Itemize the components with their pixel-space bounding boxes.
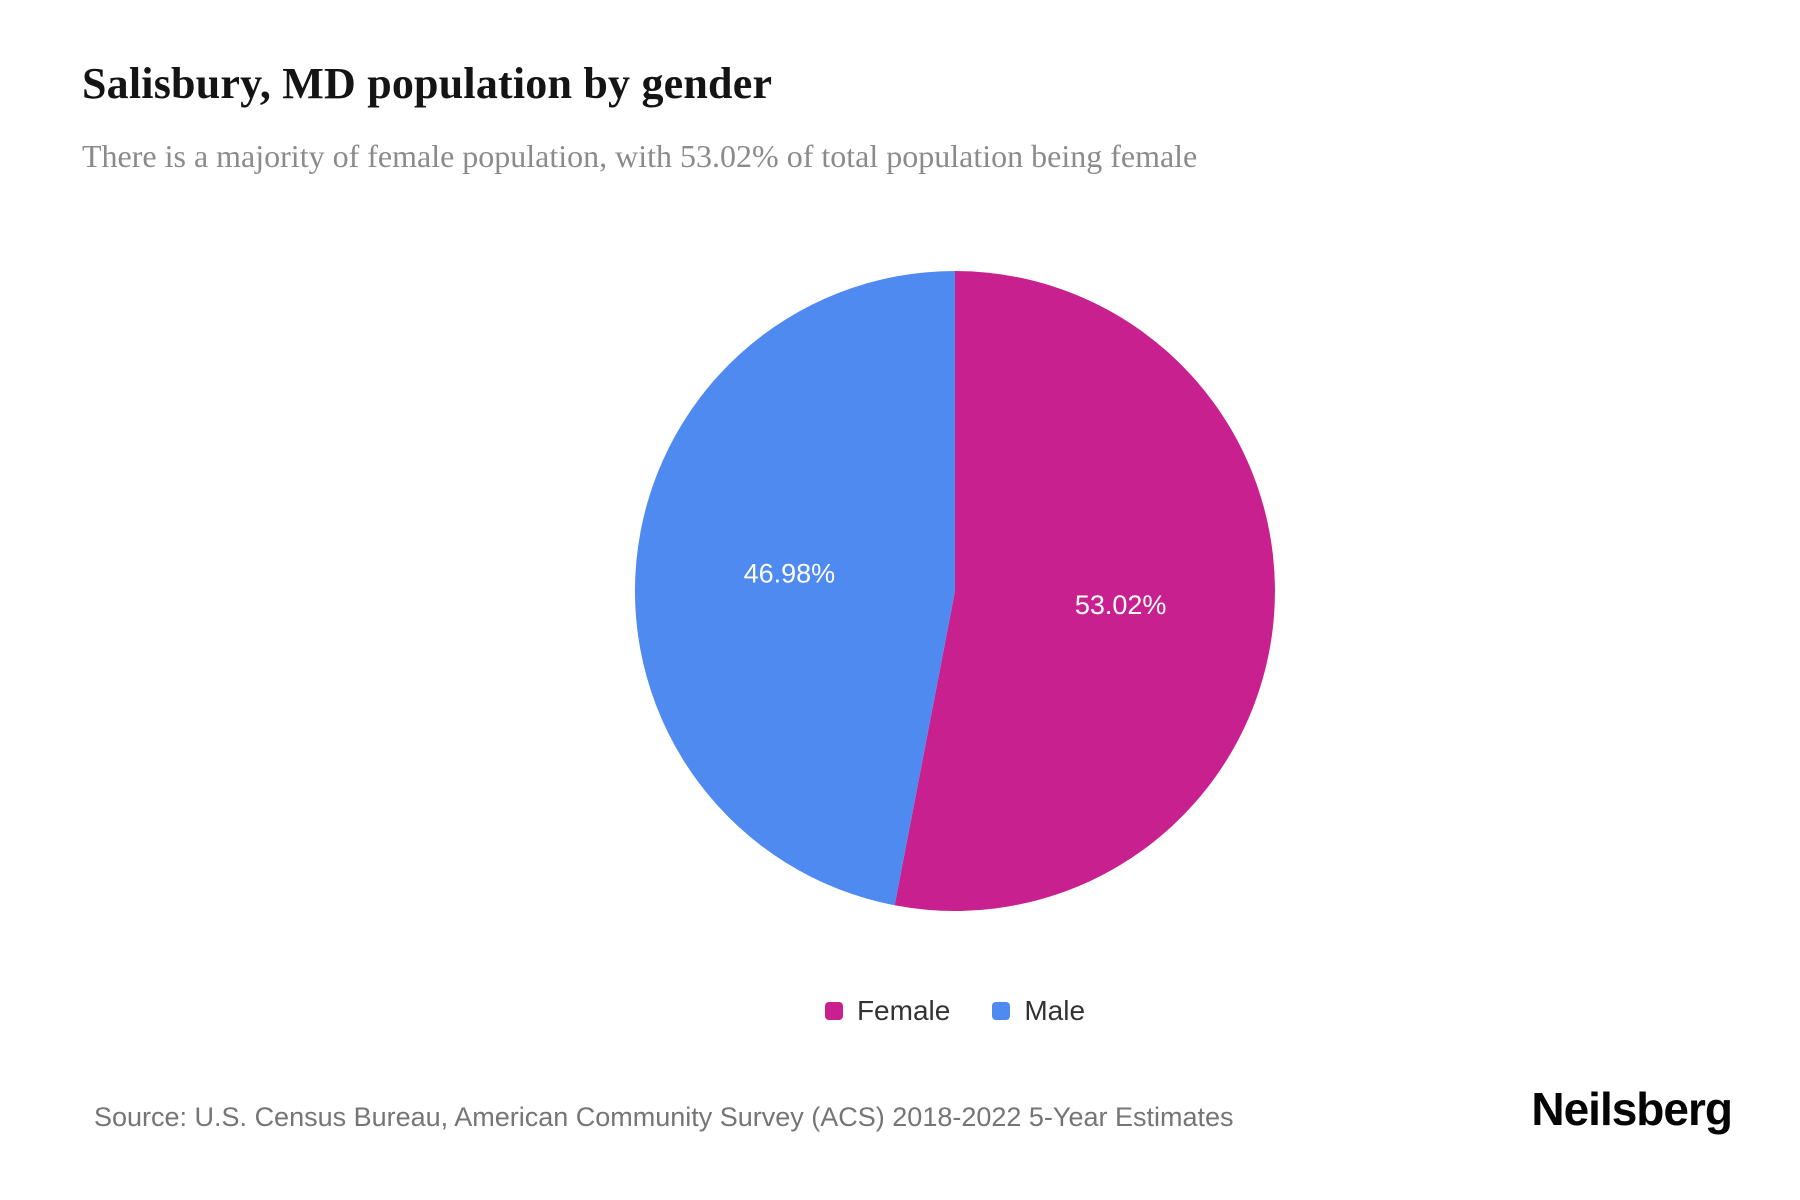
pie-slice-male[interactable] <box>634 271 955 906</box>
source-note: Source: U.S. Census Bureau, American Com… <box>94 1102 1234 1132</box>
pie-slice-label-female: 53.02% <box>1075 590 1167 620</box>
page-subtitle: There is a majority of female population… <box>82 138 1198 174</box>
legend-item-male[interactable]: Male <box>992 995 1085 1027</box>
pie-chart-svg: 53.02% 46.98% <box>634 271 1275 911</box>
legend-label-female: Female <box>856 995 951 1026</box>
legend-label-male: Male <box>1024 995 1086 1026</box>
page-title: Salisbury, MD population by gender <box>82 59 773 108</box>
legend-swatch-female <box>824 1002 843 1020</box>
chart-legend: Female Male <box>0 995 1800 1027</box>
neilsberg-logo: Neilsberg <box>1531 1083 1733 1135</box>
legend-item-female[interactable]: Female <box>824 995 951 1027</box>
pie-slice-female[interactable] <box>894 271 1275 911</box>
pie-slice-label-male: 46.98% <box>744 558 836 588</box>
legend-swatch-male <box>992 1002 1011 1020</box>
pie-chart: 53.02% 46.98% <box>605 241 1305 941</box>
